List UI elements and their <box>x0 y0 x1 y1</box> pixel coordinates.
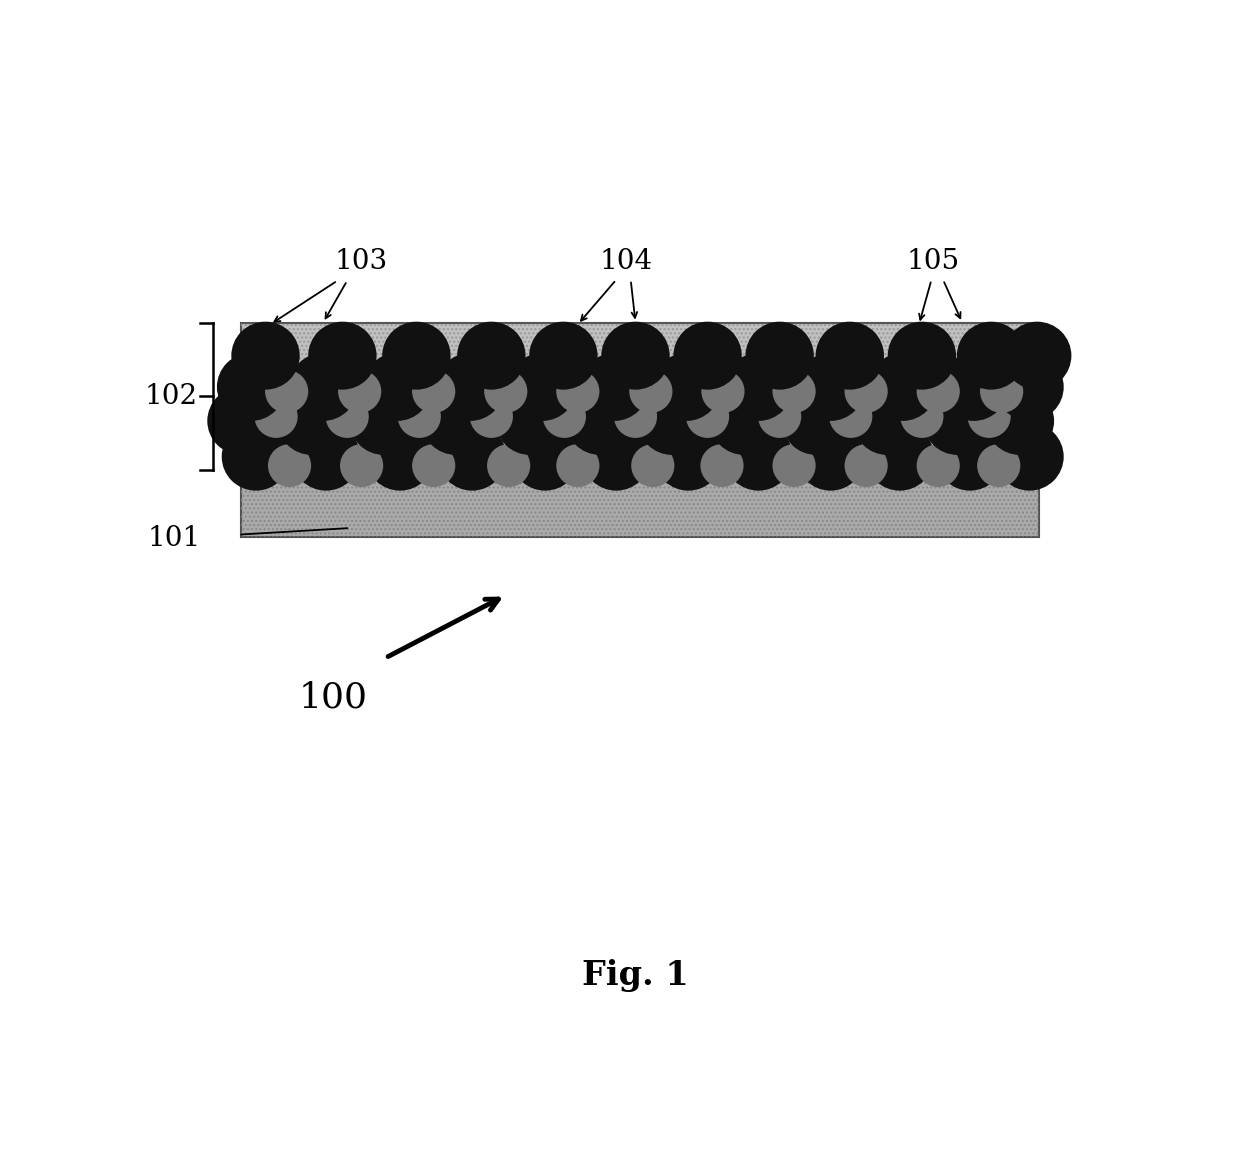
Ellipse shape <box>232 322 300 390</box>
Ellipse shape <box>711 387 779 455</box>
Ellipse shape <box>458 322 526 390</box>
Ellipse shape <box>637 387 707 455</box>
Ellipse shape <box>702 370 744 413</box>
Ellipse shape <box>957 322 1025 390</box>
Ellipse shape <box>508 353 577 421</box>
Ellipse shape <box>758 395 801 438</box>
Ellipse shape <box>363 353 432 421</box>
Text: 103: 103 <box>335 248 388 275</box>
Text: Fig. 1: Fig. 1 <box>582 959 689 991</box>
Ellipse shape <box>940 353 1008 421</box>
Ellipse shape <box>1003 322 1071 390</box>
Ellipse shape <box>986 387 1054 455</box>
Ellipse shape <box>496 387 564 455</box>
Ellipse shape <box>936 423 1004 491</box>
Ellipse shape <box>582 423 651 491</box>
Ellipse shape <box>436 353 505 421</box>
Bar <box>242 470 1039 538</box>
Bar <box>242 323 1039 470</box>
Ellipse shape <box>207 387 275 455</box>
Ellipse shape <box>782 387 851 455</box>
Ellipse shape <box>557 445 599 488</box>
Ellipse shape <box>614 395 657 438</box>
Ellipse shape <box>724 423 792 491</box>
Ellipse shape <box>487 445 531 488</box>
Ellipse shape <box>529 322 598 390</box>
Ellipse shape <box>996 353 1064 421</box>
Ellipse shape <box>844 445 888 488</box>
Bar <box>242 470 1039 538</box>
Ellipse shape <box>412 445 455 488</box>
Ellipse shape <box>655 423 723 491</box>
Ellipse shape <box>580 353 649 421</box>
Ellipse shape <box>686 395 729 438</box>
Ellipse shape <box>816 322 884 390</box>
Ellipse shape <box>557 370 599 413</box>
Ellipse shape <box>701 445 744 488</box>
Ellipse shape <box>291 423 361 491</box>
Ellipse shape <box>470 395 513 438</box>
Ellipse shape <box>289 353 357 421</box>
Ellipse shape <box>340 445 383 488</box>
Ellipse shape <box>631 445 675 488</box>
Ellipse shape <box>996 423 1064 491</box>
Ellipse shape <box>745 322 813 390</box>
Ellipse shape <box>916 370 960 413</box>
Ellipse shape <box>350 387 418 455</box>
Ellipse shape <box>326 395 368 438</box>
Ellipse shape <box>438 423 506 491</box>
Ellipse shape <box>339 370 381 413</box>
Ellipse shape <box>652 353 720 421</box>
Ellipse shape <box>398 395 441 438</box>
Ellipse shape <box>673 322 742 390</box>
Ellipse shape <box>853 387 921 455</box>
Ellipse shape <box>868 353 937 421</box>
Ellipse shape <box>278 387 346 455</box>
Ellipse shape <box>924 387 992 455</box>
Ellipse shape <box>543 395 587 438</box>
Ellipse shape <box>773 370 816 413</box>
Ellipse shape <box>888 322 956 390</box>
Ellipse shape <box>268 445 311 488</box>
Ellipse shape <box>217 353 285 421</box>
Ellipse shape <box>511 423 579 491</box>
Ellipse shape <box>796 423 864 491</box>
Ellipse shape <box>724 353 792 421</box>
Ellipse shape <box>484 370 527 413</box>
Ellipse shape <box>773 445 816 488</box>
Text: 102: 102 <box>144 383 197 410</box>
Ellipse shape <box>265 370 309 413</box>
Ellipse shape <box>866 423 934 491</box>
Ellipse shape <box>565 387 634 455</box>
Ellipse shape <box>382 322 450 390</box>
Ellipse shape <box>601 322 670 390</box>
Ellipse shape <box>844 370 888 413</box>
Ellipse shape <box>796 353 864 421</box>
Text: 101: 101 <box>148 526 201 553</box>
Ellipse shape <box>900 395 944 438</box>
Bar <box>242 323 1039 470</box>
Ellipse shape <box>830 395 873 438</box>
Ellipse shape <box>412 370 455 413</box>
Text: 100: 100 <box>299 680 367 714</box>
Ellipse shape <box>629 370 672 413</box>
Ellipse shape <box>916 445 960 488</box>
Text: 105: 105 <box>906 248 960 275</box>
Ellipse shape <box>422 387 490 455</box>
Ellipse shape <box>977 445 1021 488</box>
Ellipse shape <box>222 423 290 491</box>
Text: 104: 104 <box>599 248 652 275</box>
Ellipse shape <box>980 370 1023 413</box>
Ellipse shape <box>254 395 298 438</box>
Ellipse shape <box>309 322 377 390</box>
Ellipse shape <box>967 395 1011 438</box>
Ellipse shape <box>366 423 434 491</box>
